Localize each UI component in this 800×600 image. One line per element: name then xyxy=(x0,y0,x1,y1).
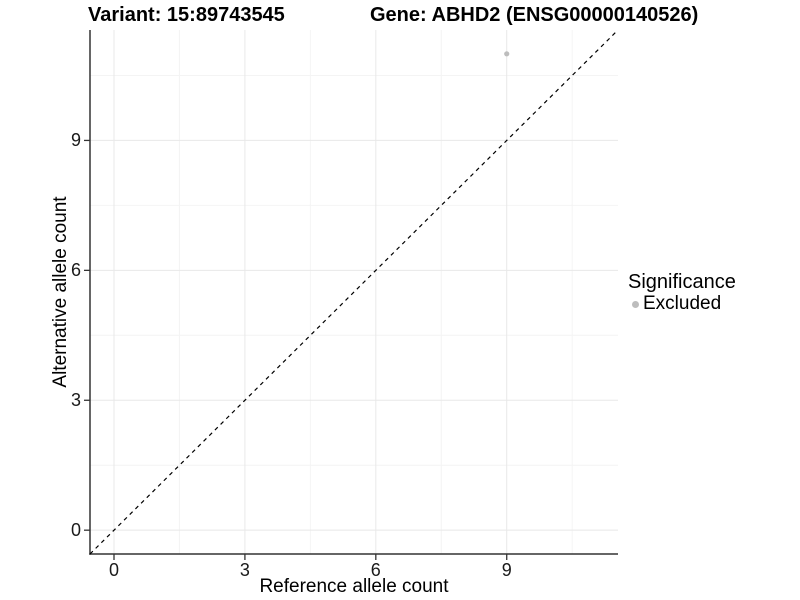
y-tick-label: 9 xyxy=(70,130,81,151)
legend-title: Significance xyxy=(628,271,736,293)
variant-title: Variant: 15:89743545 xyxy=(88,4,285,26)
y-tick-label: 0 xyxy=(70,520,81,541)
legend-item-excluded: Excluded xyxy=(628,294,736,314)
legend: Significance Excluded xyxy=(628,271,736,314)
x-tick-label: 0 xyxy=(108,560,120,580)
x-tick-label: 3 xyxy=(239,560,250,580)
legend-item-label: Excluded xyxy=(643,293,722,314)
y-tick-label: 6 xyxy=(70,260,81,281)
x-tick-label: 6 xyxy=(370,560,381,580)
x-axis-title: Reference allele count xyxy=(259,576,449,597)
data-point xyxy=(504,51,510,57)
gene-title: Gene: ABHD2 (ENSG00000140526) xyxy=(370,4,699,26)
legend-key-dot-icon xyxy=(632,300,639,308)
x-tick-label: 9 xyxy=(501,560,512,580)
y-tick-label: 3 xyxy=(70,390,81,411)
identity-reference-line xyxy=(89,29,619,555)
y-axis-title: Alternative allele count xyxy=(50,196,71,388)
